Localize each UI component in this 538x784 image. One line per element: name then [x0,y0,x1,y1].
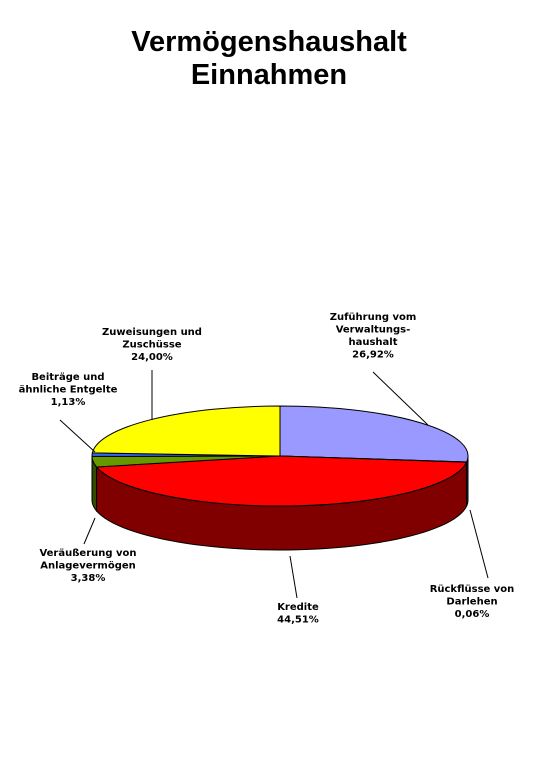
leader-line-1 [469,509,489,579]
chart-title-line-1: Vermögenshaushalt [131,26,407,58]
slice-label-3-1: Anlagevermögen [40,561,136,572]
chart-title-line-2: Einnahmen [190,59,348,91]
slice-label-0-0: Zuführung vom [330,312,417,323]
leader-line-3 [83,517,96,545]
slice-label-3-0: Veräußerung von [39,548,136,559]
slice-label-0-1: Verwaltungs- [336,325,411,336]
slice-percent-2: 44,51% [277,615,319,626]
slice-label-4-1: ähnliche Entgelte [19,385,118,396]
slice-label-2-0: Kredite [277,602,319,613]
pie-slice-5 [91,405,281,457]
leader-line-2 [289,555,298,599]
leader-line-4 [59,419,96,453]
slice-percent-4: 1,13% [51,397,86,408]
slice-label-0-2: haushalt [348,337,397,348]
slice-label-4-0: Beiträge und [31,372,104,383]
slice-percent-1: 0,06% [455,609,490,620]
pie-slice-2 [95,455,468,507]
slice-label-1-1: Darlehen [446,597,497,608]
leader-line-0 [372,371,429,426]
pie-slice-0 [279,405,469,463]
slice-label-1-0: Rückflüsse von [430,584,515,595]
slice-percent-0: 26,92% [352,350,394,361]
slice-percent-5: 24,00% [131,352,173,363]
slice-label-5-0: Zuweisungen und [102,327,202,338]
chart-title: Vermögenshaushalt Einnahmen [0,26,538,92]
slice-percent-3: 3,38% [71,573,106,584]
slice-label-5-1: Zuschüsse [122,340,181,351]
